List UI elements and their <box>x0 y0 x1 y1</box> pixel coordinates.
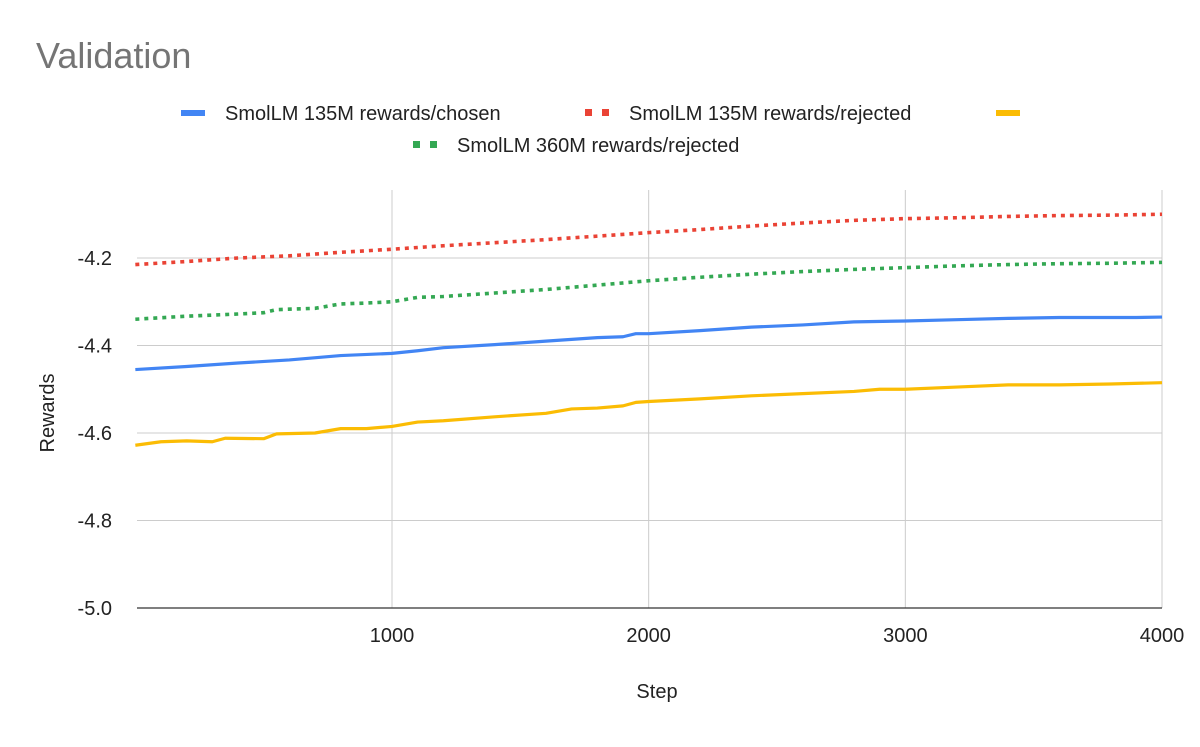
x-tick-label: 4000 <box>1140 625 1185 647</box>
x-tick-label: 3000 <box>883 625 928 647</box>
legend-label-0: SmolLM 135M rewards/chosen <box>225 103 501 125</box>
y-tick-label: -4.2 <box>78 248 112 270</box>
y-tick-label: -4.8 <box>78 511 112 533</box>
legend-swatch-1 <box>585 109 592 116</box>
x-tick-label: 1000 <box>370 625 415 647</box>
series-lines <box>135 212 1163 447</box>
y-tick-label: -4.4 <box>78 336 112 358</box>
y-axis-label: Rewards <box>37 374 59 453</box>
legend-label-3: SmolLM 360M rewards/rejected <box>457 135 739 157</box>
series-line-0 <box>135 315 1163 372</box>
legend-swatch-1 <box>602 109 609 116</box>
legend-swatch-3 <box>430 141 437 148</box>
chart-title: Validation <box>36 35 191 76</box>
series-line-2 <box>135 381 1163 447</box>
series-line-1 <box>135 212 1163 267</box>
legend-swatch-3 <box>413 141 420 148</box>
y-tick-label: -5.0 <box>78 598 112 620</box>
x-axis-ticks: 1000 2000 3000 4000 <box>370 625 1185 647</box>
legend: SmolLM 135M rewards/chosen SmolLM 135M re… <box>181 103 1020 157</box>
x-tick-label: 2000 <box>626 625 671 647</box>
y-tick-label: -4.6 <box>78 423 112 445</box>
y-axis-ticks: -5.0 -4.8 -4.6 -4.4 -4.2 <box>78 248 112 620</box>
x-axis-label: Step <box>636 681 677 703</box>
grid <box>137 190 1163 609</box>
legend-label-1: SmolLM 135M rewards/rejected <box>629 103 911 125</box>
